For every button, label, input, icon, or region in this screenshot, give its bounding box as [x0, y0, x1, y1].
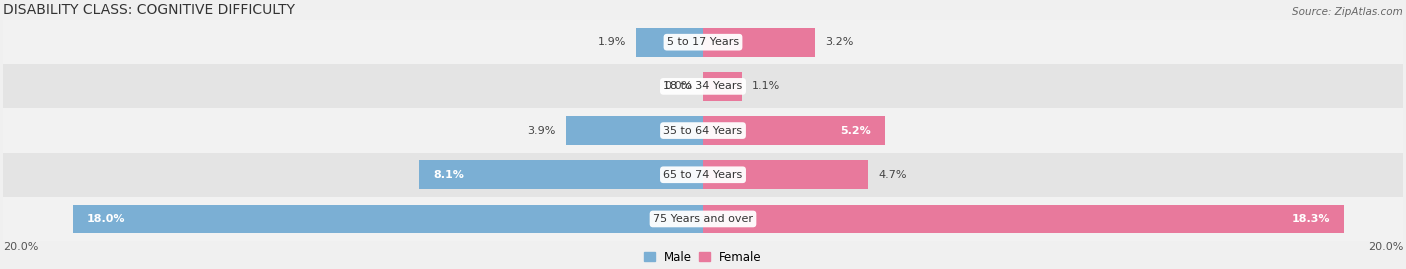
Text: 35 to 64 Years: 35 to 64 Years — [664, 126, 742, 136]
Text: 1.9%: 1.9% — [598, 37, 626, 47]
Bar — [3, 64, 1403, 108]
Text: 4.7%: 4.7% — [879, 170, 907, 180]
Text: 75 Years and over: 75 Years and over — [652, 214, 754, 224]
Bar — [703, 205, 1344, 233]
Bar — [3, 108, 1403, 153]
Text: 18 to 34 Years: 18 to 34 Years — [664, 82, 742, 91]
Text: 1.1%: 1.1% — [752, 82, 780, 91]
Bar — [703, 28, 815, 56]
Text: 20.0%: 20.0% — [1368, 242, 1403, 252]
Text: 0.0%: 0.0% — [664, 82, 693, 91]
Bar — [567, 116, 703, 145]
Text: 3.2%: 3.2% — [825, 37, 853, 47]
Text: 8.1%: 8.1% — [433, 170, 464, 180]
Text: 18.0%: 18.0% — [87, 214, 125, 224]
Text: 65 to 74 Years: 65 to 74 Years — [664, 170, 742, 180]
Text: 18.3%: 18.3% — [1291, 214, 1330, 224]
Bar — [3, 153, 1403, 197]
Bar — [73, 205, 703, 233]
Bar — [419, 160, 703, 189]
Bar — [637, 28, 703, 56]
Bar — [3, 20, 1403, 64]
Text: DISABILITY CLASS: COGNITIVE DIFFICULTY: DISABILITY CLASS: COGNITIVE DIFFICULTY — [3, 3, 295, 17]
Bar — [703, 72, 741, 101]
Text: 5.2%: 5.2% — [841, 126, 872, 136]
Bar — [703, 116, 884, 145]
Text: 3.9%: 3.9% — [527, 126, 555, 136]
Bar — [703, 160, 868, 189]
Text: Source: ZipAtlas.com: Source: ZipAtlas.com — [1292, 6, 1403, 17]
Bar — [3, 197, 1403, 241]
Legend: Male, Female: Male, Female — [640, 246, 766, 268]
Text: 20.0%: 20.0% — [3, 242, 38, 252]
Text: 5 to 17 Years: 5 to 17 Years — [666, 37, 740, 47]
